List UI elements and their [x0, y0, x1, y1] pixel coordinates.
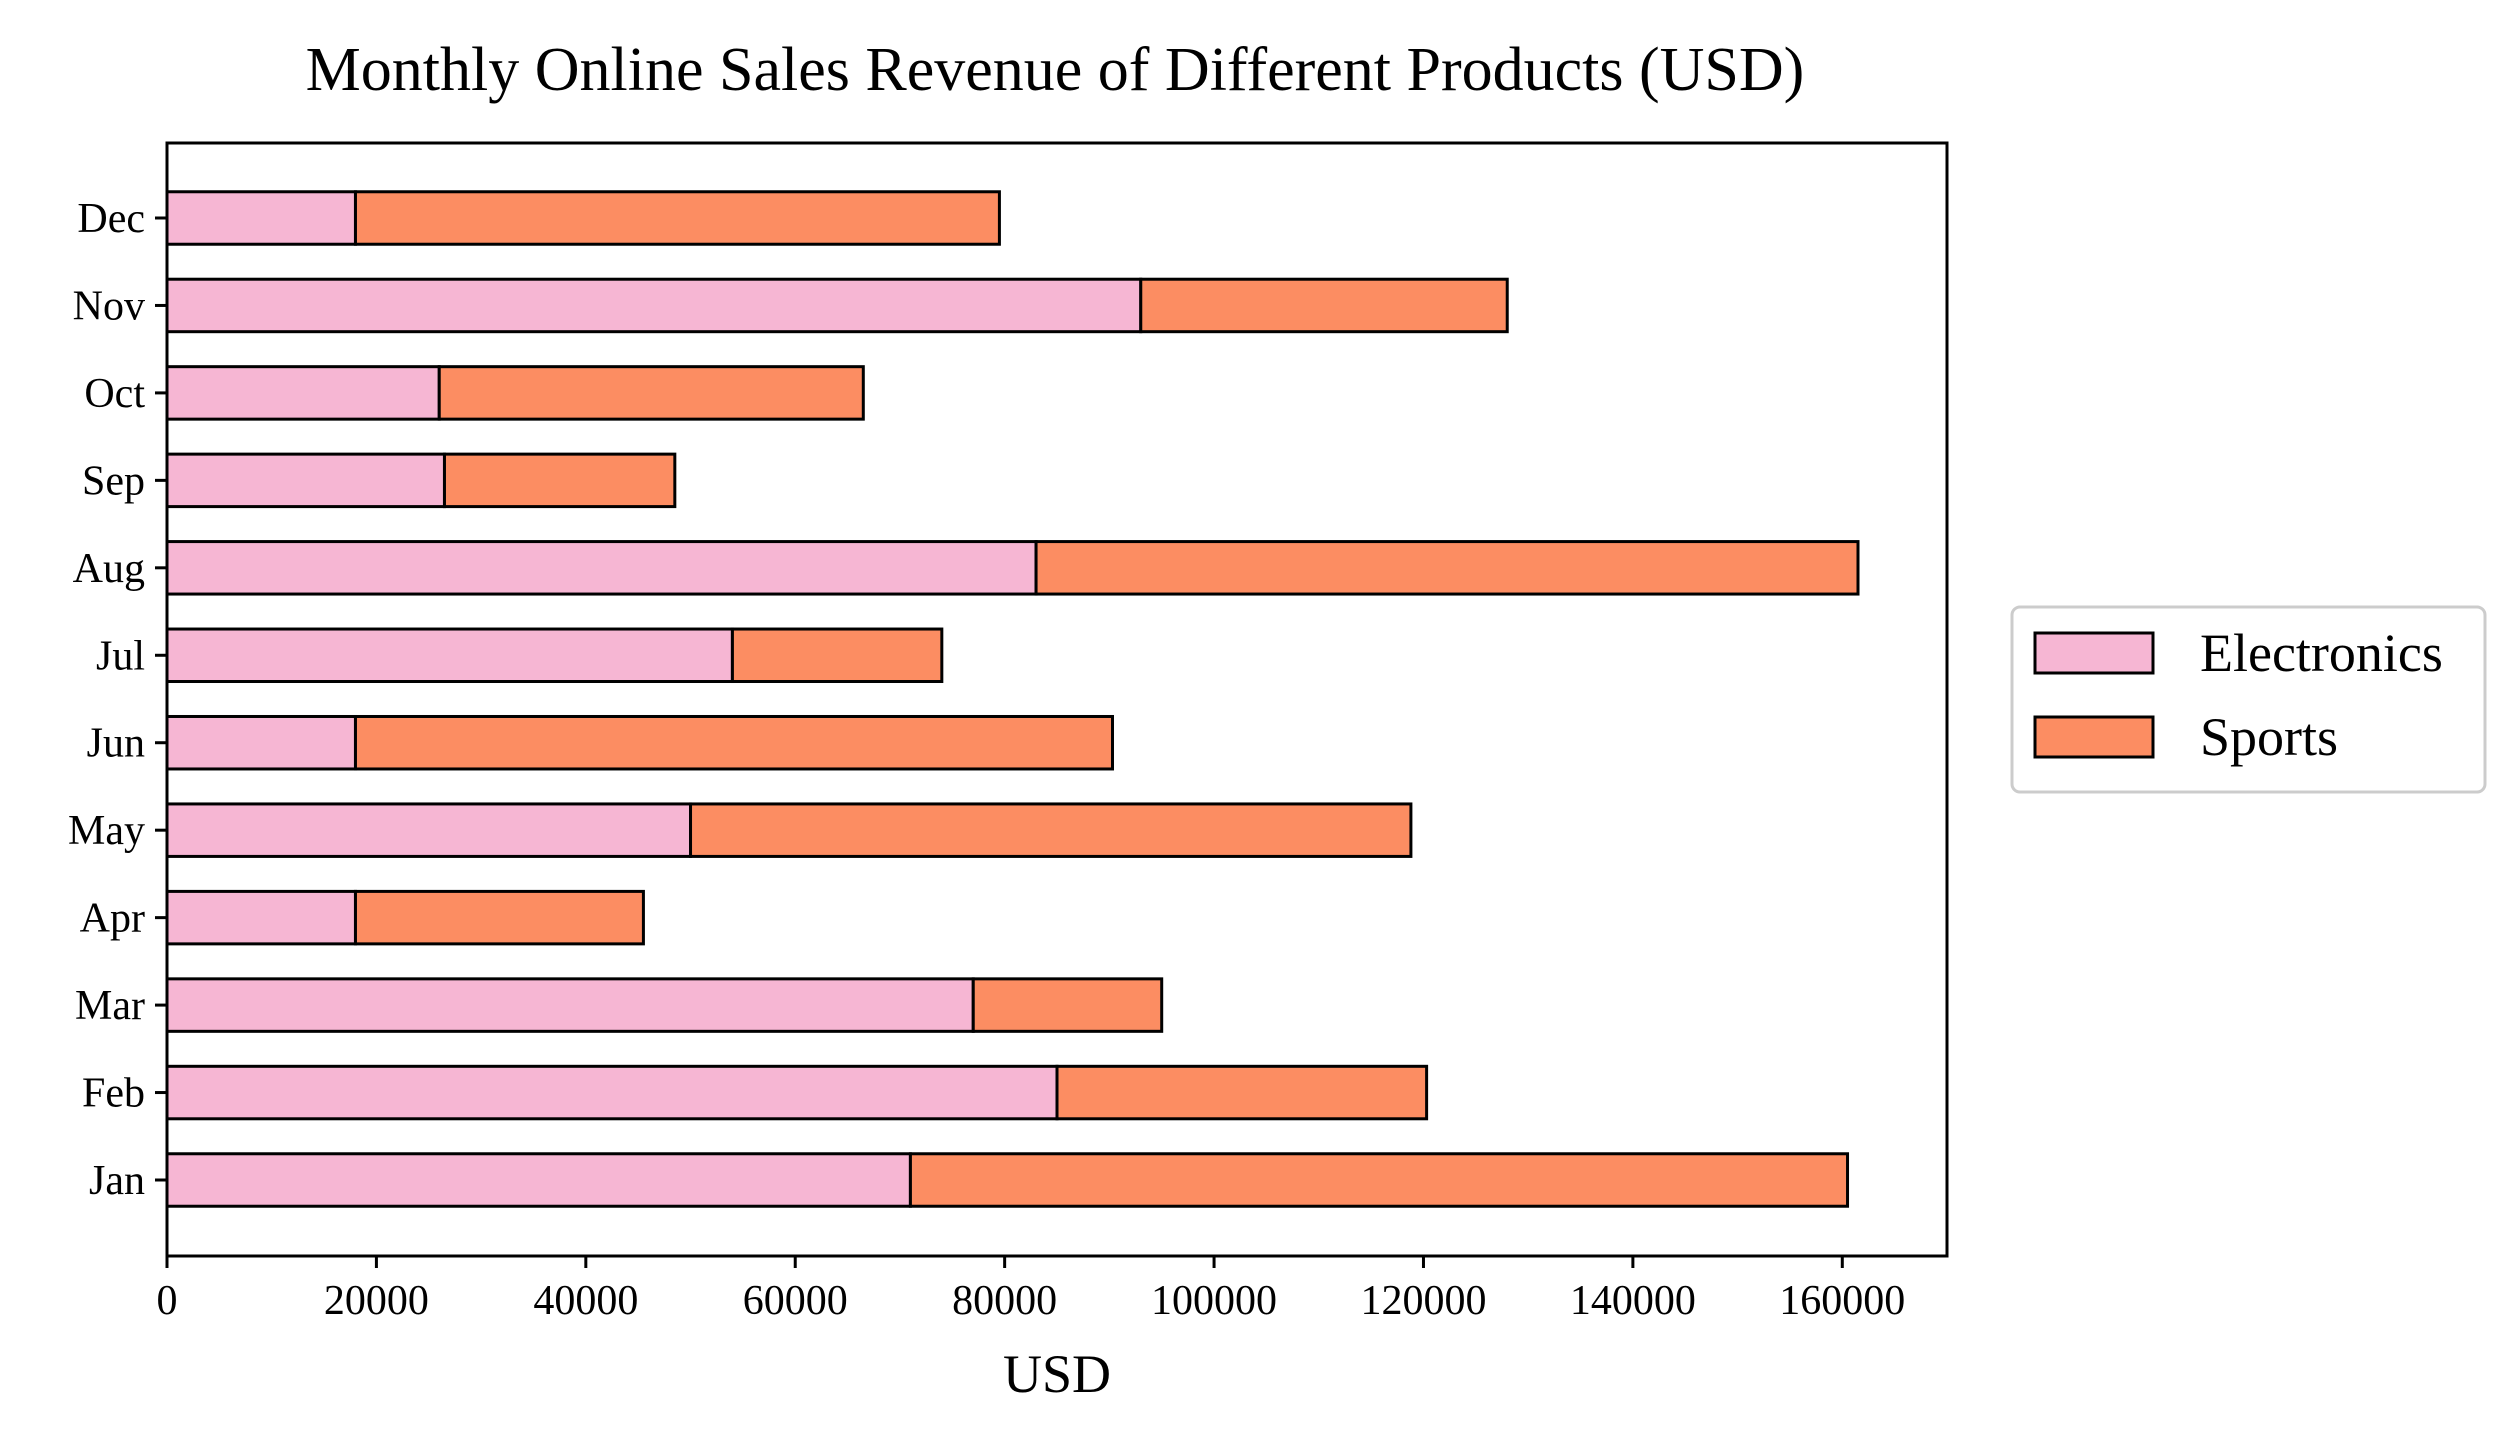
chart-title: Monthly Online Sales Revenue of Differen…: [306, 36, 1805, 104]
legend: Electronics Sports: [2010, 605, 2487, 794]
x-tick-label-20000: 20000: [324, 1278, 429, 1324]
y-tick-label-feb: Feb: [82, 1071, 145, 1117]
y-tick-label-aug: Aug: [73, 546, 145, 592]
bar-electronics-aug: [165, 540, 1038, 596]
bar-electronics-jul: [165, 627, 734, 684]
x-tick-label-120000: 120000: [1360, 1278, 1486, 1324]
bar-sports-jan: [908, 1152, 1850, 1208]
bar-electronics-mar: [165, 977, 975, 1033]
y-tick-label-may: May: [68, 808, 145, 854]
x-tick-label-100000: 100000: [1151, 1278, 1277, 1324]
bar-electronics-jan: [165, 1152, 912, 1208]
x-axis-label: USD: [1003, 1344, 1111, 1404]
bar-sports-oct: [437, 365, 865, 421]
y-tick-label-apr: Apr: [80, 896, 145, 942]
y-axis: Jan Feb Mar Apr May Jun Jul Aug Sep Oct Nov Dec: [68, 196, 167, 1204]
y-tick-label-jul: Jul: [96, 633, 145, 679]
bar-electronics-jun: [165, 714, 357, 771]
bar-sports-mar: [971, 977, 1164, 1033]
bar-sports-aug: [1034, 540, 1860, 596]
bar-electronics-nov: [165, 277, 1143, 334]
legend-swatch-electronics: [2033, 631, 2155, 675]
x-tick-label-40000: 40000: [533, 1278, 638, 1324]
y-tick-label-oct: Oct: [84, 371, 145, 417]
bar-electronics-sep: [165, 452, 446, 509]
plot-frame: [165, 141, 1949, 1258]
bar-sports-dec: [353, 190, 1001, 246]
x-axis: 0 20000 40000 60000 80000 100000 120000 140000 1…: [157, 1256, 1905, 1324]
x-tick-label-140000: 140000: [1570, 1278, 1696, 1324]
bar-electronics-feb: [165, 1064, 1059, 1121]
y-tick-label-jun: Jun: [87, 721, 145, 767]
bars-layer: [165, 190, 1860, 1208]
x-tick-label-0: 0: [157, 1278, 178, 1324]
y-tick-label-jan: Jan: [89, 1158, 145, 1204]
x-tick-label-80000: 80000: [952, 1278, 1057, 1324]
bar-electronics-apr: [165, 889, 357, 946]
bar-sports-sep: [442, 452, 677, 509]
bar-sports-feb: [1055, 1064, 1429, 1121]
bar-sports-nov: [1139, 277, 1509, 334]
x-tick-label-60000: 60000: [743, 1278, 848, 1324]
y-tick-label-sep: Sep: [82, 458, 145, 504]
legend-label-electronics: Electronics: [2200, 623, 2443, 683]
bar-sports-may: [689, 802, 1413, 858]
bar-sports-jul: [730, 627, 944, 684]
bar-sports-apr: [353, 889, 645, 946]
y-tick-label-nov: Nov: [73, 283, 145, 329]
y-tick-label-mar: Mar: [75, 983, 145, 1029]
legend-swatch-sports: [2033, 715, 2155, 759]
bar-electronics-may: [165, 802, 693, 858]
y-tick-label-dec: Dec: [77, 196, 145, 242]
legend-label-sports: Sports: [2200, 707, 2338, 767]
bar-electronics-oct: [165, 365, 441, 421]
bar-electronics-dec: [165, 190, 357, 246]
bar-sports-jun: [353, 714, 1114, 771]
x-tick-label-160000: 160000: [1779, 1278, 1905, 1324]
